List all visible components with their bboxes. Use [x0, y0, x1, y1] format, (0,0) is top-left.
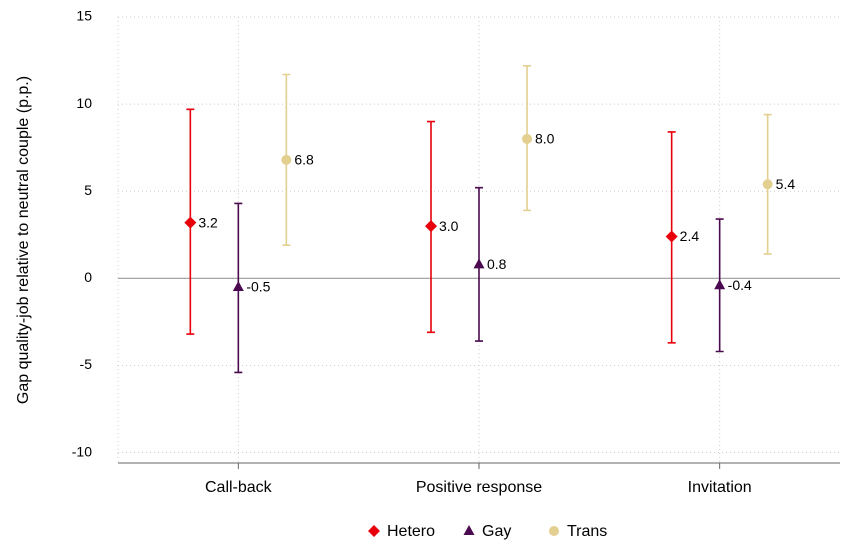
- y-tick-label: -5: [80, 356, 93, 372]
- value-label: 2.4: [680, 228, 700, 244]
- point: [522, 133, 532, 144]
- point: [281, 154, 292, 165]
- legend-marker: [549, 526, 559, 536]
- legend-label: Gay: [482, 523, 511, 540]
- y-tick-label: 0: [84, 269, 92, 285]
- x-tick-label: Positive response: [416, 479, 542, 496]
- value-label: 0.8: [487, 256, 507, 272]
- x-tick-label: Call-back: [205, 479, 273, 496]
- y-tick-label: 5: [84, 182, 92, 198]
- value-label: 3.2: [198, 214, 218, 230]
- x-tick-label: Invitation: [688, 479, 752, 496]
- point: [425, 220, 437, 233]
- y-tick-label: -10: [72, 443, 92, 459]
- point: [665, 230, 678, 243]
- legend-label: Hetero: [387, 523, 435, 540]
- y-tick-label: 15: [76, 8, 92, 24]
- value-label: 3.0: [439, 218, 459, 234]
- y-axis-title: Gap quality-job relative to neutral coup…: [15, 76, 32, 404]
- legend-label: Trans: [567, 523, 607, 540]
- point: [232, 281, 244, 292]
- legend-marker: [463, 525, 475, 535]
- y-tick-label: 10: [76, 95, 92, 111]
- point: [184, 216, 197, 229]
- value-label: 8.0: [535, 131, 555, 147]
- value-label: -0.4: [728, 277, 752, 293]
- point: [762, 179, 773, 190]
- value-label: 6.8: [294, 152, 314, 168]
- value-label: 5.4: [776, 176, 796, 192]
- value-label: -0.5: [246, 279, 270, 295]
- legend-marker: [368, 525, 380, 537]
- point: [473, 258, 485, 269]
- point: [714, 279, 726, 290]
